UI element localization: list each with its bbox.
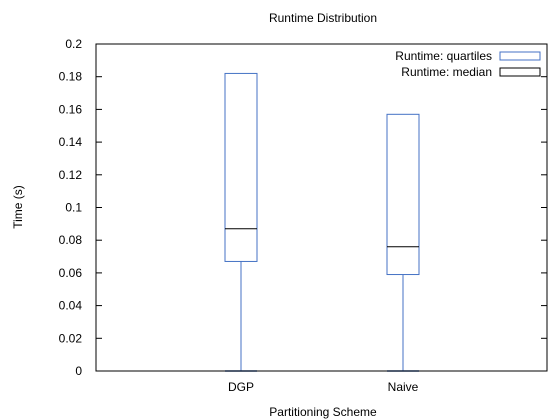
- legend-label: Runtime: median: [401, 65, 492, 79]
- y-tick-label: 0.1: [65, 201, 82, 215]
- y-tick-label: 0.16: [59, 102, 83, 116]
- legend-label: Runtime: quartiles: [395, 49, 492, 63]
- y-tick-label: 0.2: [65, 37, 82, 51]
- x-tick-label: DGP: [228, 380, 254, 394]
- y-tick-label: 0.08: [59, 233, 83, 247]
- legend: Runtime: quartiles Runtime: median: [395, 49, 541, 79]
- chart-title: Runtime Distribution: [269, 11, 377, 25]
- x-axis-ticks: DGP Naive: [228, 365, 419, 394]
- x-axis-label: Partitioning Scheme: [269, 405, 377, 419]
- x-tick-label: Naive: [388, 380, 419, 394]
- y-tick-label: 0.02: [59, 331, 83, 345]
- y-tick-label: 0.18: [59, 70, 83, 84]
- y-tick-label: 0: [75, 364, 82, 378]
- y-axis-ticks: 0 0.02 0.04 0.06 0.08 0.1 0.12 0.14 0.16 0.18 0.2: [59, 37, 547, 378]
- quartile-box: [224, 72, 258, 262]
- box-plots: [224, 72, 420, 372]
- y-tick-label: 0.06: [59, 266, 83, 280]
- legend-swatch: [499, 51, 541, 61]
- y-tick-label: 0.14: [59, 135, 83, 149]
- legend-swatch: [499, 67, 541, 77]
- y-axis-label: Time (s): [11, 185, 25, 229]
- plot-frame: [95, 43, 548, 372]
- y-tick-label: 0.04: [59, 299, 83, 313]
- quartile-box: [386, 113, 420, 276]
- y-tick-label: 0.12: [59, 168, 83, 182]
